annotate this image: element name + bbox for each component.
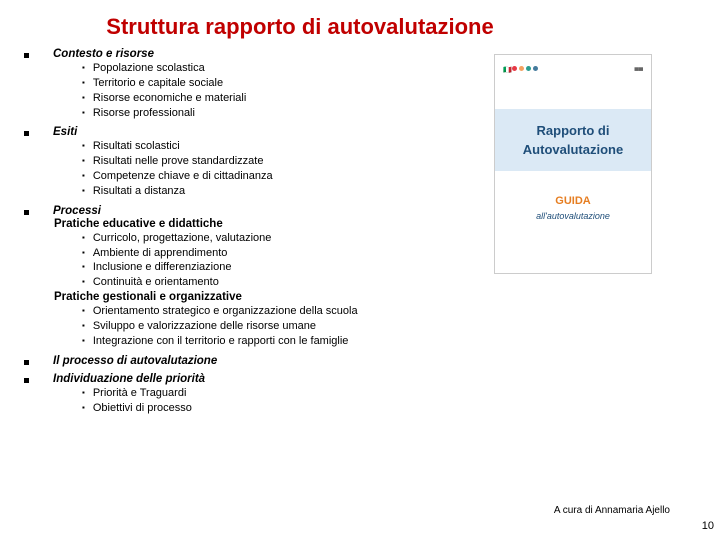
sublist: Priorità e Traguardi Obiettivi di proces… (24, 386, 484, 416)
section-title: Individuazione delle priorità (53, 373, 205, 385)
bullet-icon (24, 53, 29, 58)
subsection-head: Pratiche gestionali e organizzative (54, 291, 484, 303)
list-item: Risultati nelle prove standardizzate (82, 154, 484, 169)
cover-line2: Autovalutazione (505, 142, 641, 157)
cover-column: 🇮🇹 ▄▄ Rapporto di Autovalutazione GUIDA … (494, 48, 674, 421)
section-esiti: Esiti Risultati scolastici Risultati nel… (24, 126, 484, 198)
cover-band: Rapporto di Autovalutazione (495, 109, 651, 171)
list-item: Risultati scolastici (82, 139, 484, 154)
bullet-icon (24, 210, 29, 215)
section-processo-autoval: Il processo di autovalutazione (24, 355, 484, 367)
list-item: Ambiente di apprendimento (82, 246, 484, 261)
list-item: Competenze chiave e di cittadinanza (82, 169, 484, 184)
list-item: Risorse professionali (82, 106, 484, 121)
logo-right-icon: ▄▄ (634, 65, 643, 71)
section-title: Esiti (53, 126, 77, 138)
cover-sub: all'autovalutazione (495, 211, 651, 221)
credit-text: A cura di Annamaria Ajello (554, 505, 670, 516)
slide-title: Struttura rapporto di autovalutazione (60, 0, 540, 48)
list-item: Curricolo, progettazione, valutazione (82, 231, 484, 246)
list-item: Obiettivi di processo (82, 401, 484, 416)
section-title: Processi (53, 205, 101, 217)
bullet-icon (24, 131, 29, 136)
sublist: Risultati scolastici Risultati nelle pro… (24, 139, 484, 198)
list-item: Integrazione con il territorio e rapport… (82, 334, 484, 349)
list-item: Continuità e orientamento (82, 275, 484, 290)
section-title: Il processo di autovalutazione (53, 355, 217, 367)
list-item: Priorità e Traguardi (82, 386, 484, 401)
cover-line1: Rapporto di (505, 123, 641, 138)
list-item: Inclusione e differenziazione (82, 260, 484, 275)
subsection-head: Pratiche educative e didattiche (54, 218, 484, 230)
list-item: Orientamento strategico e organizzazione… (82, 304, 484, 319)
sublist: Orientamento strategico e organizzazione… (24, 304, 484, 349)
list-item: Sviluppo e valorizzazione delle risorse … (82, 319, 484, 334)
outline-column: Contesto e risorse Popolazione scolastic… (24, 48, 494, 421)
page-number: 10 (702, 520, 714, 532)
sublist: Curricolo, progettazione, valutazione Am… (24, 231, 484, 290)
cover-image: 🇮🇹 ▄▄ Rapporto di Autovalutazione GUIDA … (494, 54, 652, 274)
cover-guida: GUIDA (495, 195, 651, 207)
bullet-icon (24, 378, 29, 383)
list-item: Territorio e capitale sociale (82, 76, 484, 91)
bullet-icon (24, 360, 29, 365)
section-title: Contesto e risorse (53, 48, 154, 60)
content-area: Contesto e risorse Popolazione scolastic… (0, 48, 720, 421)
list-item: Risultati a distanza (82, 184, 484, 199)
section-processi: Processi Pratiche educative e didattiche… (24, 205, 484, 349)
sublist: Popolazione scolastica Territorio e capi… (24, 61, 484, 120)
list-item: Risorse economiche e materiali (82, 91, 484, 106)
section-priorita: Individuazione delle priorità Priorità e… (24, 373, 484, 416)
list-item: Popolazione scolastica (82, 61, 484, 76)
cover-logos: 🇮🇹 ▄▄ (495, 55, 651, 81)
section-contesto: Contesto e risorse Popolazione scolastic… (24, 48, 484, 120)
logo-left-icon: 🇮🇹 (503, 66, 538, 71)
